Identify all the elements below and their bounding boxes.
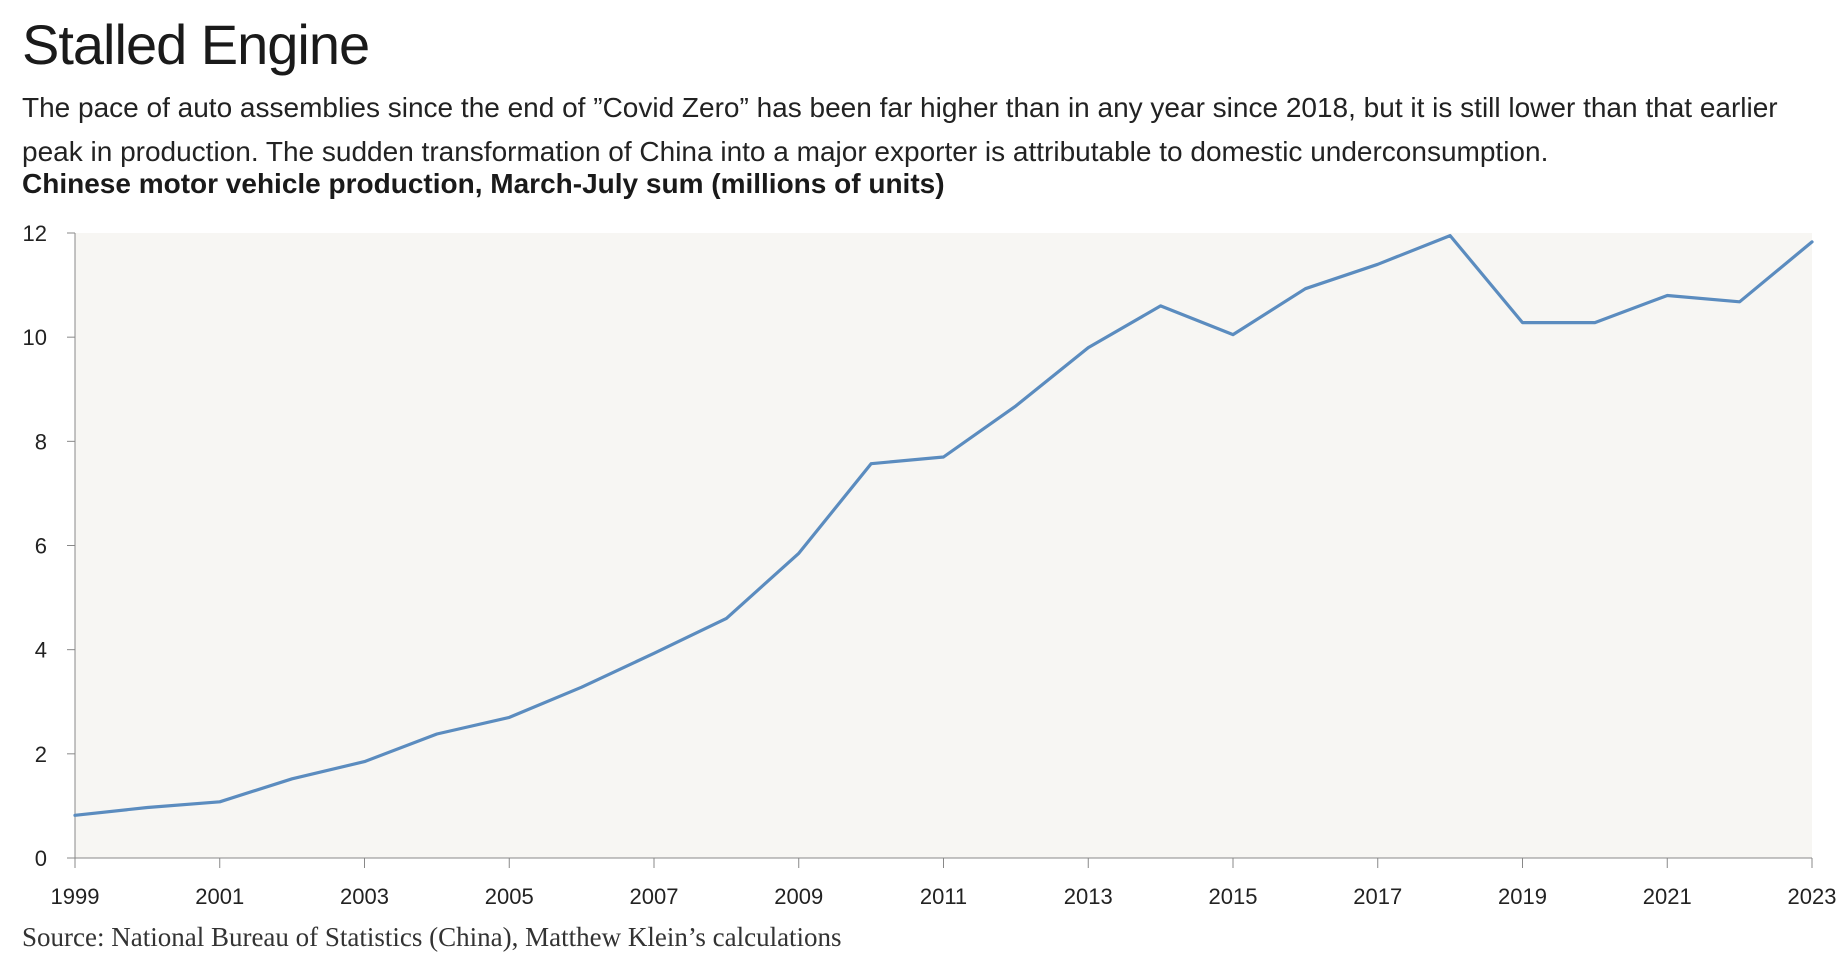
x-tick-label: 2017 [1353,884,1402,909]
x-tick-label: 2009 [774,884,823,909]
y-axis: 0 2 4 6 8 10 12 [23,221,76,871]
x-tick-label: 2011 [920,884,967,909]
x-tick-label: 2021 [1643,884,1692,909]
x-axis: 1999 2001 2003 2005 2007 2009 2011 2013 2015 2017… [51,857,1837,909]
chart-heading: Chinese motor vehicle production, March-… [22,168,945,199]
chart-subtitle: The pace of auto assemblies since the en… [22,92,1778,167]
plot-background [75,233,1812,858]
x-tick-label: 2005 [485,884,534,909]
chart-title: Stalled Engine [22,13,370,76]
series-line [73,234,1814,817]
x-tick-label: 2013 [1064,884,1113,909]
x-tick-label: 2001 [195,884,244,909]
x-tick-label: 2003 [340,884,389,909]
x-tick-label: 2015 [1209,884,1258,909]
y-tick-label: 10 [23,325,47,350]
x-tick-label: 2019 [1498,884,1547,909]
x-tick-label: 2023 [1788,884,1837,909]
y-tick-label: 4 [35,638,47,663]
series-layer [73,234,1814,817]
y-tick-label: 12 [23,221,47,246]
y-tick-label: 8 [35,429,47,454]
y-tick-label: 6 [35,534,47,559]
y-tick-label: 2 [35,742,47,767]
source-note: Source: National Bureau of Statistics (C… [22,922,842,952]
y-tick-label: 0 [35,846,47,871]
x-tick-label: 2007 [630,884,679,909]
x-tick-label: 1999 [51,884,100,909]
